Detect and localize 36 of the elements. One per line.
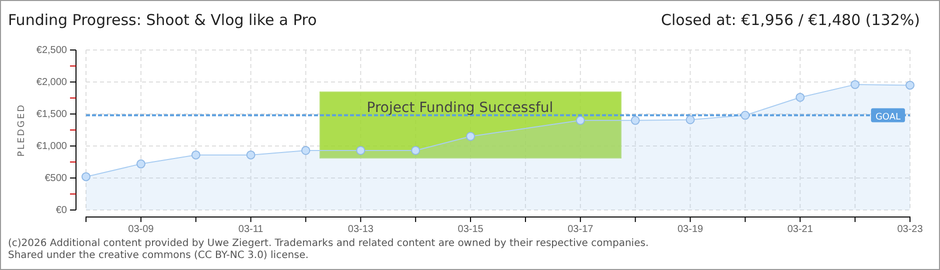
x-tick-label: 03-17 [568,224,594,236]
point [246,150,256,160]
y-tick-label: €2,500 [36,45,68,56]
y-tick-label: €2,000 [36,77,68,88]
point [411,146,420,155]
text: (c)2026 Additional content provided by Uwe Ziegert. Trademarks and related content are owned by their respective companies. [8,238,649,249]
y-tick-label: €1,000 [36,141,68,152]
point [576,116,585,125]
chart-subtitle: Closed at: €1,956 / €1,480 (132%) [661,11,920,29]
point [850,80,860,90]
y-tick-label: €1,500 [36,109,68,120]
y-tick-label: €0 [56,205,68,216]
x-tick-label: 03-13 [348,224,374,236]
text: Shared under the creative commons (CC BY-NC 3.0) license. [8,250,309,261]
x-tick-label: 03-11 [238,224,264,236]
point [301,146,310,155]
y-tick-label: €500 [44,173,68,184]
point [630,116,640,125]
point [191,150,200,160]
point [686,115,695,124]
x-tick-label: 03-21 [787,224,814,236]
point [466,132,476,141]
x-tick-label: 03-15 [458,224,484,236]
point [906,80,914,90]
point [796,92,805,102]
chart-title: Funding Progress: Shoot & Vlog like a Pro [8,11,317,29]
y-axis-title: PLEDGED [17,103,27,157]
point [740,110,750,120]
x-tick-label: 03-23 [897,224,924,236]
x-tick-label: 03-19 [677,224,704,236]
point [136,159,146,168]
annotation: Project Funding Successful [366,100,554,116]
x-tick-label: 03-09 [128,224,154,236]
point [82,172,90,182]
ref-line-label: GOAL [875,112,901,122]
point [356,146,366,155]
